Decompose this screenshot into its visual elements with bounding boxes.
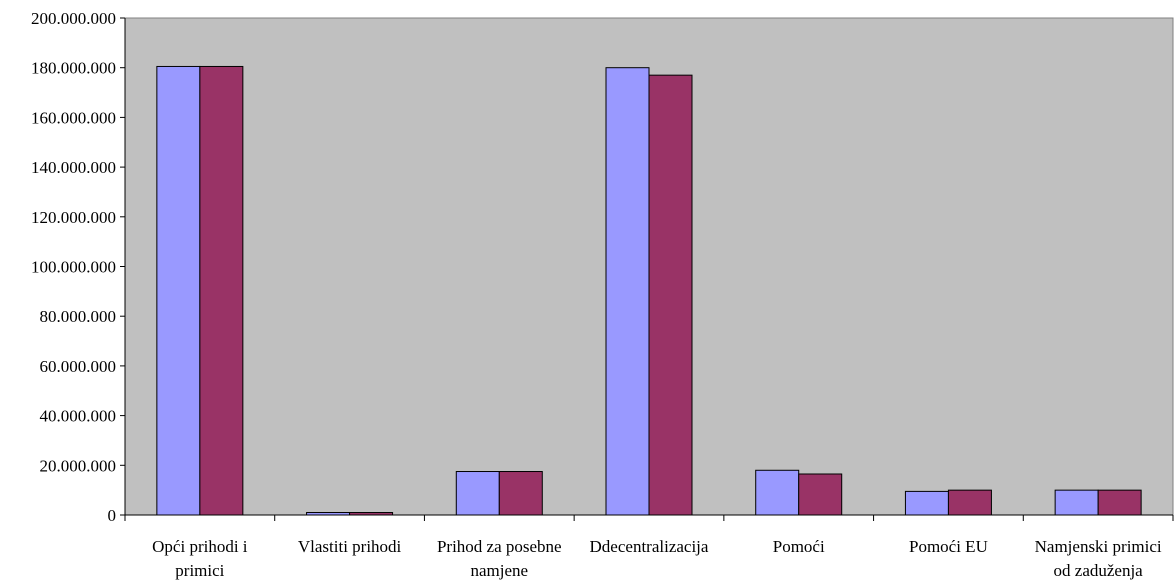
bar-series-2: [798, 473, 843, 516]
y-tick-label: 40.000.000: [40, 407, 117, 426]
y-tick-label: 140.000.000: [31, 158, 116, 177]
x-tick-label: Vlastiti prihodi: [298, 537, 402, 556]
bar-series-2: [1097, 489, 1142, 516]
bar-series-1: [605, 67, 650, 516]
bar-series-1: [156, 65, 201, 516]
x-tick-label: Ddecentralizacija: [590, 537, 709, 556]
y-tick-label: 20.000.000: [40, 456, 117, 475]
bar-series-2: [947, 489, 992, 516]
y-tick-label: 0: [108, 506, 117, 525]
bar-series-2: [199, 65, 244, 516]
bar-series-1: [1054, 489, 1099, 516]
x-tick-label: od zaduženja: [1054, 561, 1144, 580]
x-tick-label: namjene: [470, 561, 528, 580]
x-tick-label: Pomoći: [773, 537, 825, 556]
bar-series-2: [498, 471, 543, 516]
bar-series-1: [455, 471, 500, 516]
y-tick-label: 60.000.000: [40, 357, 117, 376]
x-tick-label: primici: [175, 561, 224, 580]
bars: [156, 65, 1142, 516]
x-axis-ticks: Opći prihodi i primici Vlastiti prihodi Pri…: [124, 515, 1174, 580]
y-tick-label: 80.000.000: [40, 307, 117, 326]
y-tick-label: 160.000.000: [31, 108, 116, 127]
x-tick-label: Namjenski primici: [1035, 537, 1162, 556]
y-tick-label: 180.000.000: [31, 59, 116, 78]
y-tick-label: 120.000.000: [31, 208, 116, 227]
bar-series-1: [904, 490, 949, 516]
bar-series-2: [648, 74, 693, 516]
y-axis-ticks: 0 20.000.000 40.000.000 60.000.000 80.000.00…: [31, 9, 125, 525]
x-tick-label: Prihod za posebne: [437, 537, 562, 556]
x-tick-label: Pomoći EU: [909, 537, 988, 556]
y-tick-label: 200.000.000: [31, 9, 116, 28]
bar-series-1: [755, 469, 800, 516]
y-tick-label: 100.000.000: [31, 258, 116, 277]
x-tick-label: Opći prihodi i: [152, 537, 248, 556]
